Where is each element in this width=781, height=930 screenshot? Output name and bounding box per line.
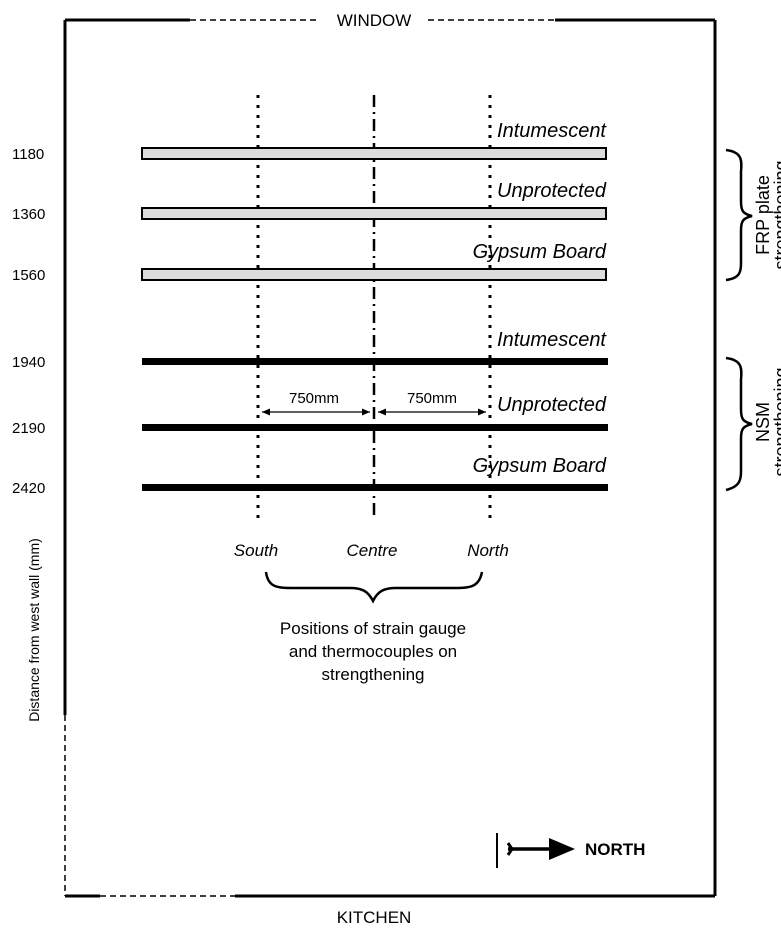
strip-label-5: Unprotected: [497, 394, 607, 416]
frp-group-brace: [725, 148, 753, 282]
spacing-dimensions: [262, 408, 486, 416]
distance-1: 1180: [12, 146, 44, 163]
nsm-group-label-line1: NSM: [753, 402, 773, 442]
distance-2: 1360: [12, 206, 45, 223]
distance-4: 1940: [12, 354, 45, 371]
frp-strip-1: [141, 147, 607, 160]
strip-labels: Intumescent Unprotected Gypsum Board Int…: [473, 120, 608, 477]
nsm-strip-2: [142, 424, 608, 431]
distance-5: 2190: [12, 420, 45, 437]
frp-group-label-line2: strengthening: [771, 160, 781, 269]
spacing-label-left: 750mm: [289, 390, 339, 407]
strip-label-3: Gypsum Board: [473, 241, 607, 263]
nsm-strip-3: [142, 484, 608, 491]
measurement-lines: [256, 95, 492, 520]
window-label: WINDOW: [337, 11, 412, 30]
centre-label: Centre: [346, 541, 397, 560]
north-arrow-icon: [496, 833, 575, 868]
caption-line-3: strengthening: [321, 665, 424, 684]
caption-line-1: Positions of strain gauge: [280, 619, 466, 638]
strip-label-2: Unprotected: [497, 180, 607, 202]
strip-label-1: Intumescent: [497, 120, 607, 142]
north-label: North: [467, 541, 509, 560]
south-label: South: [234, 541, 278, 560]
positions-brace: [264, 571, 484, 604]
frp-strip-2: [141, 207, 607, 220]
distance-3: 1560: [12, 267, 45, 284]
room-outline: [63, 18, 717, 898]
spacing-label-right: 750mm: [407, 390, 457, 407]
north-compass-label: NORTH: [585, 840, 645, 859]
strip-label-6: Gypsum Board: [473, 455, 607, 477]
distance-6: 2420: [12, 480, 45, 497]
distance-labels: 1180 1360 1560 1940 2190 2420: [12, 146, 45, 497]
frp-group-label-line1: FRP plate: [753, 175, 773, 255]
caption-line-2: and thermocouples on: [289, 642, 457, 661]
kitchen-label: KITCHEN: [337, 908, 412, 927]
nsm-strip-1: [142, 358, 608, 365]
nsm-group-brace: [725, 356, 753, 492]
frp-strips: [141, 147, 607, 281]
nsm-strips: [142, 358, 608, 491]
strip-label-4: Intumescent: [497, 329, 607, 351]
nsm-group-label-line2: strengthening: [771, 367, 781, 476]
frp-strip-3: [141, 268, 607, 281]
y-axis-label: Distance from west wall (mm): [26, 538, 42, 722]
